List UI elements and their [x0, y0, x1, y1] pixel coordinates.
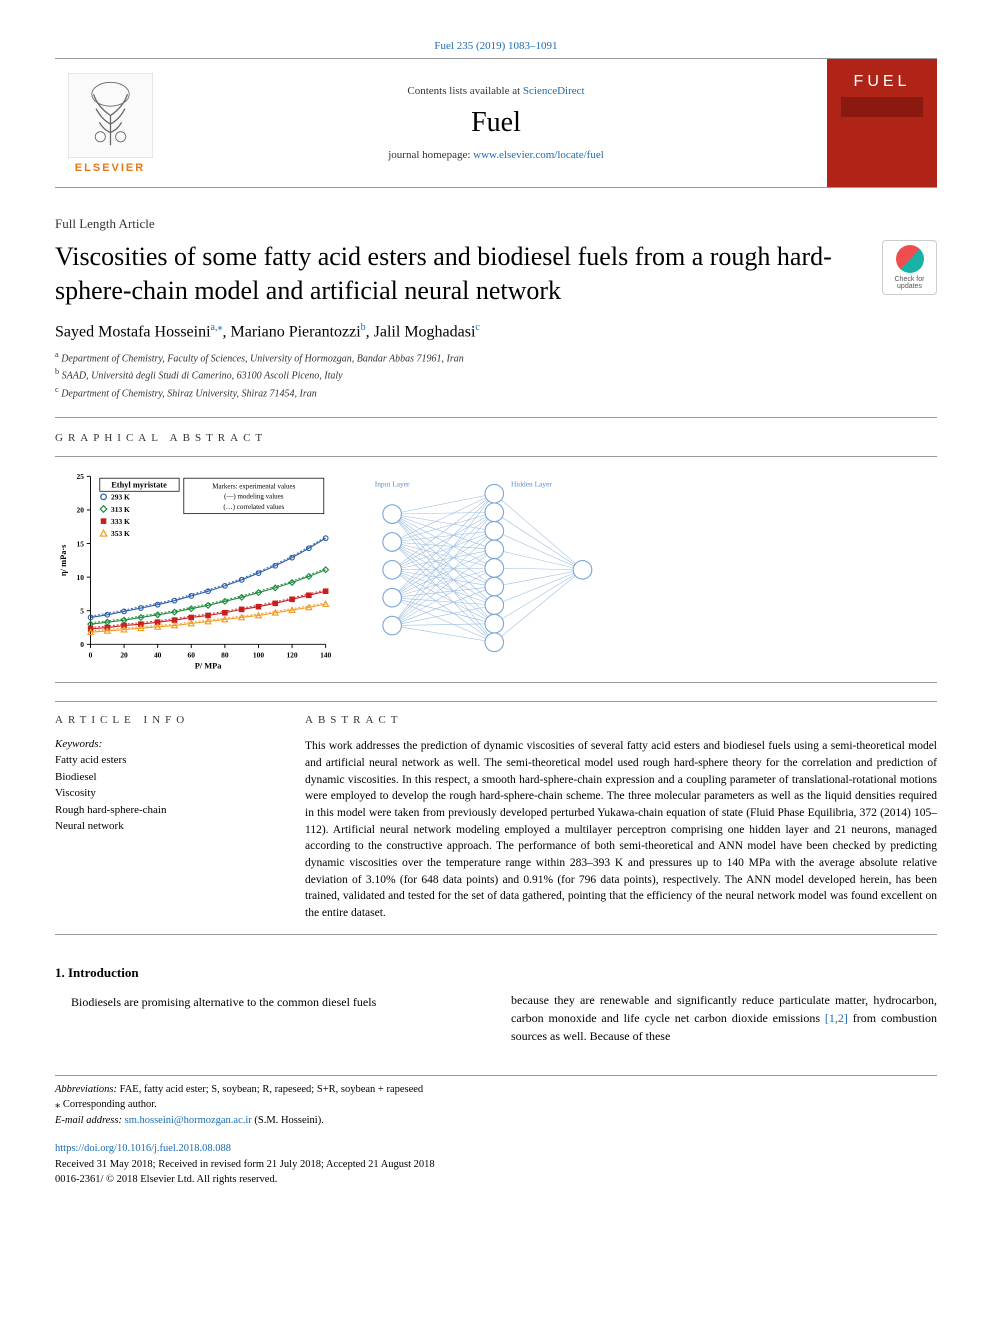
- abbrev-label: Abbreviations:: [55, 1084, 117, 1095]
- homepage-line: journal homepage: www.elsevier.com/locat…: [388, 149, 604, 161]
- svg-text:293 K: 293 K: [111, 493, 130, 502]
- article-info-column: ARTICLE INFO Keywords: Fatty acid esters…: [55, 714, 265, 921]
- abbreviations: Abbreviations: FAE, fatty acid ester; S,…: [55, 1082, 937, 1098]
- keywords-list: Fatty acid estersBiodieselViscosityRough…: [55, 752, 265, 835]
- svg-text:20: 20: [120, 650, 128, 659]
- author-name: Sayed Mostafa Hosseini: [55, 323, 211, 340]
- cover-sub-graphic: [841, 97, 923, 117]
- journal-name: Fuel: [471, 107, 521, 139]
- sciencedirect-link[interactable]: ScienceDirect: [523, 85, 585, 97]
- svg-text:0: 0: [80, 640, 84, 649]
- svg-text:60: 60: [188, 650, 196, 659]
- svg-text:353 K: 353 K: [111, 529, 130, 538]
- svg-text:120: 120: [286, 650, 297, 659]
- elsevier-tree-icon: [68, 73, 153, 158]
- publisher-logo: ELSEVIER: [55, 59, 165, 187]
- svg-text:10: 10: [76, 573, 84, 582]
- intro-para-2: because they are renewable and significa…: [511, 991, 937, 1045]
- svg-text:Markers: experimental values: Markers: experimental values: [212, 482, 295, 490]
- citation-link[interactable]: [1,2]: [825, 1011, 848, 1025]
- svg-text:15: 15: [76, 539, 84, 548]
- svg-text:25: 25: [76, 472, 84, 481]
- journal-header: ELSEVIER Contents lists available at Sci…: [55, 58, 937, 188]
- intro-heading: 1. Introduction: [55, 965, 481, 981]
- graphical-abstract-label: GRAPHICAL ABSTRACT: [55, 432, 937, 444]
- doi-link[interactable]: https://doi.org/10.1016/j.fuel.2018.08.0…: [55, 1143, 231, 1154]
- divider: [55, 417, 937, 418]
- svg-text:140: 140: [320, 650, 331, 659]
- abstract-label: ABSTRACT: [305, 714, 937, 726]
- email-suffix: (S.M. Hosseini).: [252, 1115, 324, 1126]
- svg-text:333 K: 333 K: [111, 517, 130, 526]
- journal-reference: Fuel 235 (2019) 1083–1091: [55, 40, 937, 52]
- svg-text:Hidden Layer: Hidden Layer: [511, 479, 552, 488]
- svg-text:η/ mPa·s: η/ mPa·s: [59, 544, 68, 576]
- homepage-prefix: journal homepage:: [388, 149, 473, 161]
- affiliations: a Department of Chemistry, Faculty of Sc…: [55, 349, 937, 401]
- keyword-item: Neural network: [55, 818, 265, 835]
- article-type: Full Length Article: [55, 216, 937, 232]
- svg-text:Ethyl myristate: Ethyl myristate: [111, 480, 167, 489]
- email-line: E-mail address: sm.hosseini@hormozgan.ac…: [55, 1113, 937, 1129]
- svg-text:(—) modeling values: (—) modeling values: [224, 493, 284, 501]
- contents-prefix: Contents lists available at: [407, 85, 522, 97]
- viscosity-chart: 0 20 40 60 80 100 120 140 0 5 10 15 20 25 P/ MPa η/ mPa…: [55, 467, 335, 672]
- footnotes: Abbreviations: FAE, fatty acid ester; S,…: [55, 1075, 937, 1129]
- svg-text:40: 40: [154, 650, 162, 659]
- journal-cover: FUEL: [827, 59, 937, 187]
- author-name: Jalil Moghadasi: [374, 323, 476, 340]
- keyword-item: Fatty acid esters: [55, 752, 265, 769]
- svg-text:(…) correlated values: (…) correlated values: [223, 503, 284, 511]
- abstract-column: ABSTRACT This work addresses the predict…: [305, 714, 937, 921]
- svg-text:100: 100: [253, 650, 264, 659]
- author-sup: c: [475, 322, 479, 333]
- author-sup: a,⁎: [211, 322, 223, 333]
- svg-text:P/ MPa: P/ MPa: [195, 662, 223, 671]
- publisher-name: ELSEVIER: [75, 162, 145, 174]
- abstract-text: This work addresses the prediction of dy…: [305, 738, 937, 921]
- svg-text:80: 80: [221, 650, 229, 659]
- svg-text:20: 20: [76, 506, 84, 515]
- email-label: E-mail address:: [55, 1115, 125, 1126]
- keywords-label: Keywords:: [55, 738, 265, 750]
- graphical-abstract: 0 20 40 60 80 100 120 140 0 5 10 15 20 25 P/ MPa η/ mPa…: [55, 456, 937, 683]
- check-updates-label: Check for updates: [883, 276, 936, 290]
- cover-title: FUEL: [854, 73, 911, 91]
- abbrev-text: FAE, fatty acid ester; S, soybean; R, ra…: [117, 1084, 423, 1095]
- keyword-item: Viscosity: [55, 785, 265, 802]
- contents-line: Contents lists available at ScienceDirec…: [407, 85, 584, 97]
- svg-text:0: 0: [89, 650, 93, 659]
- authors-list: Sayed Mostafa Hosseinia,⁎, Mariano Piera…: [55, 322, 937, 341]
- svg-text:313 K: 313 K: [111, 505, 130, 514]
- header-center: Contents lists available at ScienceDirec…: [165, 59, 827, 187]
- intro-para-1: Biodiesels are promising alternative to …: [55, 993, 481, 1011]
- article-title: Viscosities of some fatty acid esters an…: [55, 240, 862, 308]
- author-sup: b: [361, 322, 366, 333]
- homepage-link[interactable]: www.elsevier.com/locate/fuel: [473, 149, 604, 161]
- copyright: 0016-2361/ © 2018 Elsevier Ltd. All righ…: [55, 1172, 937, 1188]
- article-info-label: ARTICLE INFO: [55, 714, 265, 726]
- svg-text:5: 5: [80, 606, 84, 615]
- keyword-item: Rough hard-sphere-chain: [55, 802, 265, 819]
- author-name: Mariano Pierantozzi: [230, 323, 360, 340]
- email-link[interactable]: sm.hosseini@hormozgan.ac.ir: [125, 1115, 252, 1126]
- introduction: 1. Introduction Biodiesels are promising…: [55, 965, 937, 1045]
- received-dates: Received 31 May 2018; Received in revise…: [55, 1157, 937, 1173]
- keyword-item: Biodiesel: [55, 769, 265, 786]
- svg-text:Input Layer: Input Layer: [375, 479, 410, 488]
- crossmark-icon: [896, 245, 924, 273]
- corresponding-author: ⁎ Corresponding author.: [55, 1097, 937, 1113]
- neural-network-diagram: Input Layer Hidden Layer: [355, 477, 615, 663]
- doi-block: https://doi.org/10.1016/j.fuel.2018.08.0…: [55, 1141, 937, 1188]
- check-updates-button[interactable]: Check for updates: [882, 240, 937, 295]
